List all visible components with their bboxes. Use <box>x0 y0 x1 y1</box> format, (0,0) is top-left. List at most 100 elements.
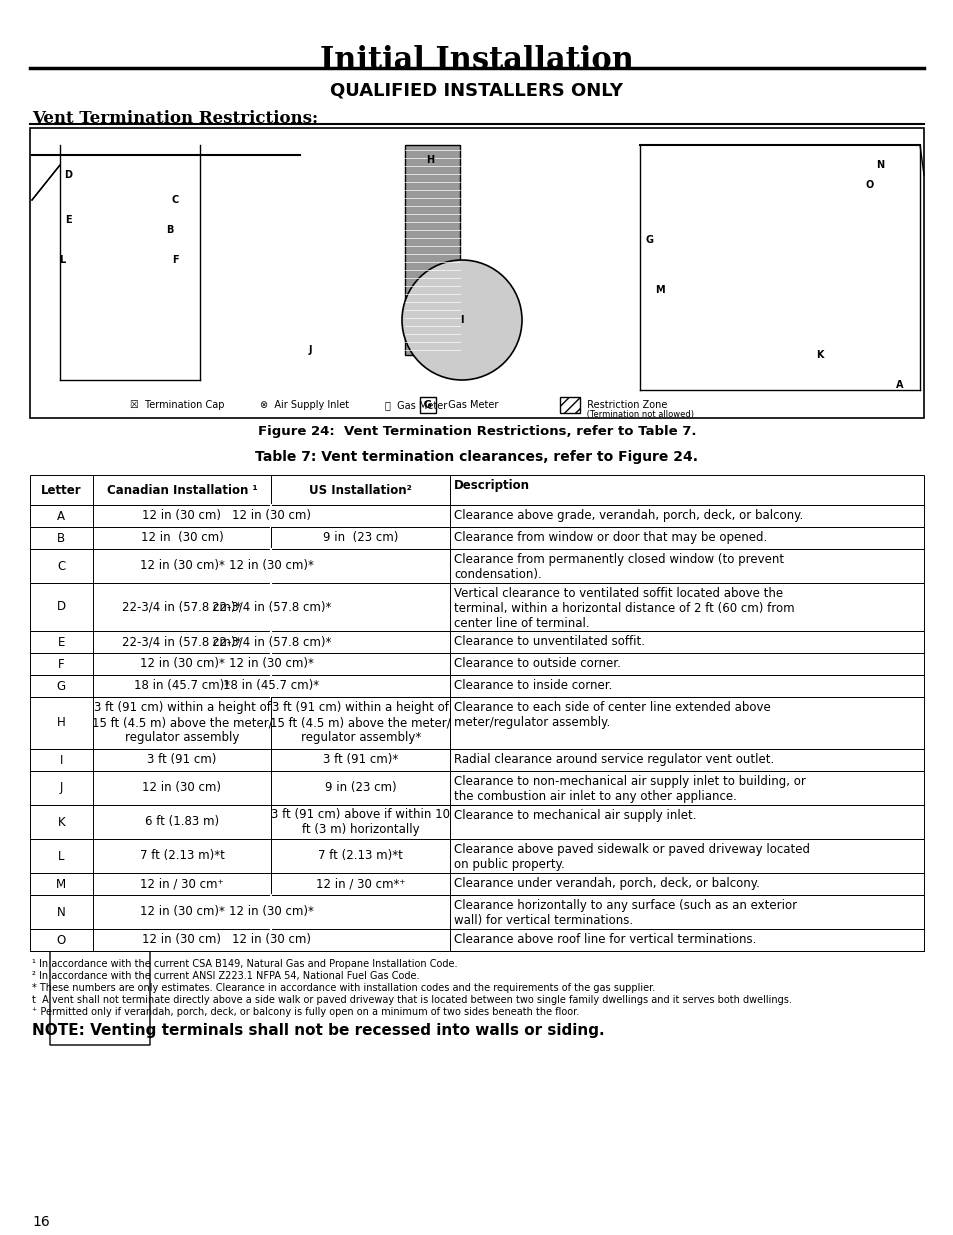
Text: * These numbers are only estimates. Clearance in accordance with installation co: * These numbers are only estimates. Clea… <box>32 983 655 993</box>
Text: I: I <box>59 753 63 767</box>
Bar <box>30 748 923 771</box>
Text: Description: Description <box>454 479 530 492</box>
Bar <box>30 929 923 951</box>
Bar <box>30 128 923 417</box>
Text: Clearance to each side of center line extended above
meter/regulator assembly.: Clearance to each side of center line ex… <box>454 701 770 729</box>
Bar <box>30 873 923 895</box>
Bar <box>30 475 923 505</box>
Bar <box>30 583 923 631</box>
Bar <box>30 550 923 583</box>
Polygon shape <box>50 864 150 1045</box>
Text: Vertical clearance to ventilated soffit located above the
terminal, within a hor: Vertical clearance to ventilated soffit … <box>454 587 794 630</box>
Text: 12 in (30 cm)*: 12 in (30 cm)* <box>229 559 314 573</box>
Text: QUALIFIED INSTALLERS ONLY: QUALIFIED INSTALLERS ONLY <box>330 82 623 100</box>
Text: I: I <box>459 315 463 325</box>
Text: 12 in / 30 cm*⁺: 12 in / 30 cm*⁺ <box>315 878 405 890</box>
Text: Clearance above roof line for vertical terminations.: Clearance above roof line for vertical t… <box>454 932 756 946</box>
Text: Table 7: Vent termination clearances, refer to Figure 24.: Table 7: Vent termination clearances, re… <box>255 450 698 464</box>
Text: 22-3/4 in (57.8 cm)*: 22-3/4 in (57.8 cm)* <box>122 600 241 614</box>
Text: 12 in (30 cm)*: 12 in (30 cm)* <box>229 657 314 671</box>
Text: Clearance under verandah, porch, deck, or balcony.: Clearance under verandah, porch, deck, o… <box>454 877 760 890</box>
Text: 7 ft (2.13 m)*t: 7 ft (2.13 m)*t <box>139 850 224 862</box>
Text: Clearance to inside corner.: Clearance to inside corner. <box>454 679 612 692</box>
Text: Clearance to mechanical air supply inlet.: Clearance to mechanical air supply inlet… <box>454 809 696 823</box>
Bar <box>559 396 579 412</box>
Text: A: A <box>895 380 902 390</box>
Text: t  A vent shall not terminate directly above a side walk or paved driveway that : t A vent shall not terminate directly ab… <box>32 995 791 1005</box>
Text: 9 in (23 cm): 9 in (23 cm) <box>325 782 396 794</box>
Text: D: D <box>64 170 71 180</box>
Text: 12 in (30 cm): 12 in (30 cm) <box>142 510 221 522</box>
Text: F: F <box>172 254 178 266</box>
Text: 16: 16 <box>32 1215 50 1229</box>
Text: Canadian Installation ¹: Canadian Installation ¹ <box>107 483 257 496</box>
Text: 3 ft (91 cm)*: 3 ft (91 cm)* <box>323 753 398 767</box>
Text: 18 in (45.7 cm)*: 18 in (45.7 cm)* <box>133 679 230 693</box>
Text: O: O <box>865 180 873 190</box>
Text: 12 in (30 cm): 12 in (30 cm) <box>232 934 311 946</box>
Text: Letter: Letter <box>41 483 82 496</box>
Text: N: N <box>875 161 883 170</box>
Bar <box>30 505 923 527</box>
Text: J: J <box>308 345 312 354</box>
Circle shape <box>401 261 521 380</box>
Bar <box>30 527 923 550</box>
Bar <box>30 805 923 839</box>
Text: Clearance from permanently closed window (to prevent
condensation).: Clearance from permanently closed window… <box>454 553 783 580</box>
Text: Clearance above grade, verandah, porch, deck, or balcony.: Clearance above grade, verandah, porch, … <box>454 509 802 522</box>
Text: F: F <box>58 657 65 671</box>
Text: 12 in (30 cm)*: 12 in (30 cm)* <box>139 559 224 573</box>
Text: ⁺ Permitted only if verandah, porch, deck, or balcony is fully open on a minimum: ⁺ Permitted only if verandah, porch, dec… <box>32 1007 578 1016</box>
Text: E: E <box>65 215 71 225</box>
Text: G: G <box>645 235 654 245</box>
Text: M: M <box>655 285 664 295</box>
Text: ☒  Termination Cap: ☒ Termination Cap <box>130 400 224 410</box>
Text: 6 ft (1.83 m): 6 ft (1.83 m) <box>145 815 219 829</box>
Bar <box>30 653 923 676</box>
Text: ¹ In accordance with the current CSA B149, Natural Gas and Propane Installation : ¹ In accordance with the current CSA B14… <box>32 960 457 969</box>
Text: L: L <box>58 850 65 862</box>
Text: 9 in  (23 cm): 9 in (23 cm) <box>323 531 398 545</box>
Text: H: H <box>57 716 66 730</box>
Text: 12 in / 30 cm⁺: 12 in / 30 cm⁺ <box>140 878 224 890</box>
Text: US Installation²: US Installation² <box>309 483 412 496</box>
Text: Restriction Zone: Restriction Zone <box>583 400 667 410</box>
Text: A: A <box>57 510 65 522</box>
Text: K: K <box>816 350 822 359</box>
Bar <box>30 839 923 873</box>
Text: 12 in (30 cm)*: 12 in (30 cm)* <box>229 905 314 919</box>
Text: M: M <box>56 878 67 890</box>
Text: 12 in (30 cm): 12 in (30 cm) <box>142 782 221 794</box>
Text: E: E <box>57 636 65 648</box>
Bar <box>30 697 923 748</box>
Text: 12 in (30 cm)*: 12 in (30 cm)* <box>139 657 224 671</box>
Bar <box>30 895 923 929</box>
Text: NOTE: Venting terminals shall not be recessed into walls or siding.: NOTE: Venting terminals shall not be rec… <box>32 1023 604 1037</box>
Text: H: H <box>425 156 434 165</box>
Text: 3 ft (91 cm): 3 ft (91 cm) <box>147 753 216 767</box>
Text: D: D <box>56 600 66 614</box>
Text: ❓  Gas Meter: ❓ Gas Meter <box>385 400 447 410</box>
Text: N: N <box>57 905 66 919</box>
Text: J: J <box>59 782 63 794</box>
Text: B: B <box>166 225 173 235</box>
Text: 12 in (30 cm)*: 12 in (30 cm)* <box>139 905 224 919</box>
Text: Clearance to unventilated soffit.: Clearance to unventilated soffit. <box>454 635 644 648</box>
Text: Radial clearance around service regulator vent outlet.: Radial clearance around service regulato… <box>454 753 774 766</box>
Text: C: C <box>57 559 66 573</box>
Text: 22-3/4 in (57.8 cm)*: 22-3/4 in (57.8 cm)* <box>212 600 331 614</box>
Text: G: G <box>56 679 66 693</box>
Bar <box>30 128 923 417</box>
Text: Clearance to non-mechanical air supply inlet to building, or
the combustion air : Clearance to non-mechanical air supply i… <box>454 776 805 803</box>
Text: 12 in (30 cm): 12 in (30 cm) <box>142 934 221 946</box>
Text: 3 ft (91 cm) within a height of
15 ft (4.5 m) above the meter/
regulator assembl: 3 ft (91 cm) within a height of 15 ft (4… <box>91 701 272 745</box>
Text: (Termination not allowed): (Termination not allowed) <box>583 410 693 419</box>
Text: 18 in (45.7 cm)*: 18 in (45.7 cm)* <box>223 679 319 693</box>
Text: 3 ft (91 cm) within a height of
15 ft (4.5 m) above the meter/
regulator assembl: 3 ft (91 cm) within a height of 15 ft (4… <box>270 701 451 745</box>
Bar <box>30 676 923 697</box>
Text: Initial Installation: Initial Installation <box>319 44 634 77</box>
Bar <box>30 631 923 653</box>
Bar <box>30 771 923 805</box>
Text: Figure 24:  Vent Termination Restrictions, refer to Table 7.: Figure 24: Vent Termination Restrictions… <box>257 425 696 438</box>
Text: Vent Termination Restrictions:: Vent Termination Restrictions: <box>32 110 317 127</box>
